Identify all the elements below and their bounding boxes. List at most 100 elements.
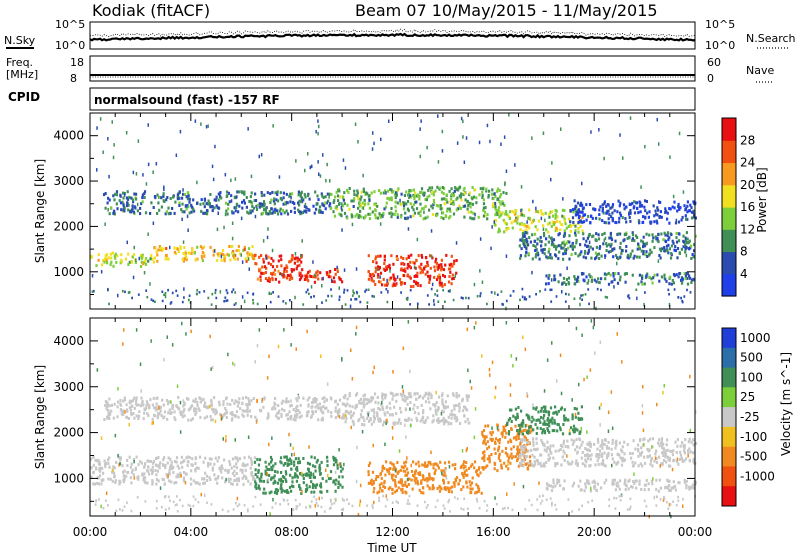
data-cell [441, 392, 443, 395]
noise-cell [514, 163, 516, 167]
data-cell [644, 216, 646, 219]
data-cell [417, 406, 419, 409]
data-cell [245, 403, 247, 406]
data-cell [334, 400, 336, 403]
data-cell [391, 413, 393, 416]
data-cell [483, 202, 485, 205]
data-cell [462, 463, 464, 466]
data-cell [577, 412, 579, 415]
data-cell [552, 215, 554, 218]
data-cell [463, 414, 465, 417]
data-cell [129, 456, 131, 459]
data-cell [377, 255, 379, 258]
data-cell [615, 443, 617, 446]
ground-scatter-cell [635, 289, 637, 292]
ground-scatter-cell [203, 290, 205, 293]
noise-cell [457, 141, 459, 145]
data-cell [265, 470, 267, 473]
data-cell [253, 475, 255, 478]
ground-scatter-cell [427, 294, 429, 297]
data-cell [531, 420, 533, 423]
data-cell [527, 450, 529, 453]
data-cell [153, 397, 155, 400]
data-cell [676, 241, 678, 244]
data-cell [291, 480, 293, 483]
data-cell [637, 211, 639, 214]
data-cell [297, 476, 299, 479]
data-cell [317, 198, 319, 201]
data-cell [296, 267, 298, 270]
data-cell [636, 256, 638, 259]
data-cell [659, 444, 661, 447]
data-cell [189, 211, 191, 214]
data-cell [421, 256, 423, 259]
data-cell [529, 455, 531, 458]
data-cell [504, 221, 506, 224]
data-cell [666, 249, 668, 252]
noise-cell [660, 248, 662, 252]
data-cell [536, 459, 538, 462]
data-cell [579, 480, 581, 483]
data-cell [204, 205, 206, 208]
data-cell [136, 414, 138, 417]
data-cell [441, 259, 443, 262]
data-cell [376, 491, 378, 494]
data-cell [217, 252, 219, 255]
data-cell [114, 475, 116, 478]
data-cell [235, 462, 237, 465]
nsky-trace [90, 29, 695, 40]
ground-scatter-cell [211, 293, 213, 296]
data-cell [510, 448, 512, 451]
data-cell [427, 264, 429, 267]
data-cell [350, 200, 352, 203]
data-cell [522, 445, 524, 448]
data-cell [573, 482, 575, 485]
data-cell [231, 245, 233, 248]
data-cell [558, 244, 560, 247]
data-cell [575, 459, 577, 462]
data-cell [126, 403, 128, 406]
data-cell [427, 216, 429, 219]
data-cell [635, 201, 637, 204]
data-cell [597, 438, 599, 441]
noise-cell [683, 190, 685, 194]
data-cell [395, 201, 397, 204]
noise-cell [241, 253, 243, 256]
data-cell [306, 472, 308, 475]
data-cell [584, 244, 586, 247]
data-cell [448, 281, 450, 284]
data-cell [261, 473, 263, 476]
data-cell [373, 280, 375, 283]
data-cell [286, 277, 288, 280]
data-cell [327, 410, 329, 413]
data-cell [540, 209, 542, 212]
data-cell [453, 262, 455, 265]
data-cell [173, 247, 175, 250]
data-cell [174, 201, 176, 204]
data-cell [476, 491, 478, 494]
data-cell [117, 401, 119, 404]
noise-cell [225, 173, 227, 177]
data-cell [346, 217, 348, 220]
noise-cell [408, 227, 410, 231]
data-cell [682, 240, 684, 243]
data-cell [132, 207, 134, 210]
data-cell [235, 195, 237, 198]
data-cell [185, 254, 187, 257]
data-cell [668, 464, 670, 467]
ground-scatter-cell [196, 289, 198, 292]
ground-scatter-cell [359, 301, 361, 304]
data-cell [433, 276, 435, 279]
data-cell [132, 204, 134, 207]
data-cell [650, 221, 652, 224]
data-cell [387, 411, 389, 414]
data-cell [583, 220, 585, 223]
data-cell [517, 406, 519, 409]
data-cell [685, 484, 687, 487]
data-cell [368, 473, 370, 476]
data-cell [587, 457, 589, 460]
data-cell [209, 205, 211, 208]
data-cell [414, 195, 416, 198]
ground-scatter-cell [207, 297, 209, 300]
data-cell [597, 441, 599, 444]
